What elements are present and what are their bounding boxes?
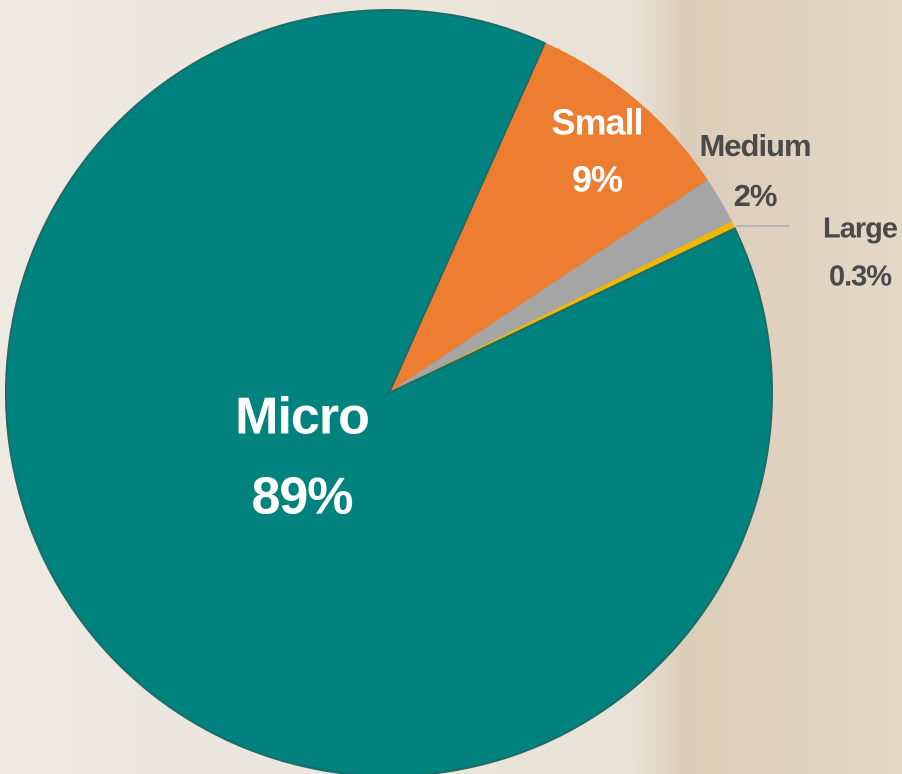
pie [5, 9, 773, 774]
labels: Small 9% Medium 2% Large 0.3% Micro 89% [235, 102, 899, 526]
value-label: 2% [734, 178, 777, 213]
value-label: 9% [572, 159, 623, 200]
pie-slice [387, 42, 709, 395]
slice-label: Medium [699, 128, 810, 163]
value-label: 0.3% [829, 261, 892, 293]
slice-label: Micro [235, 388, 369, 446]
value-label: 89% [251, 468, 352, 526]
slice-label: Large [823, 213, 898, 245]
slice-label: Small [551, 102, 642, 143]
pie-slice [5, 9, 773, 774]
